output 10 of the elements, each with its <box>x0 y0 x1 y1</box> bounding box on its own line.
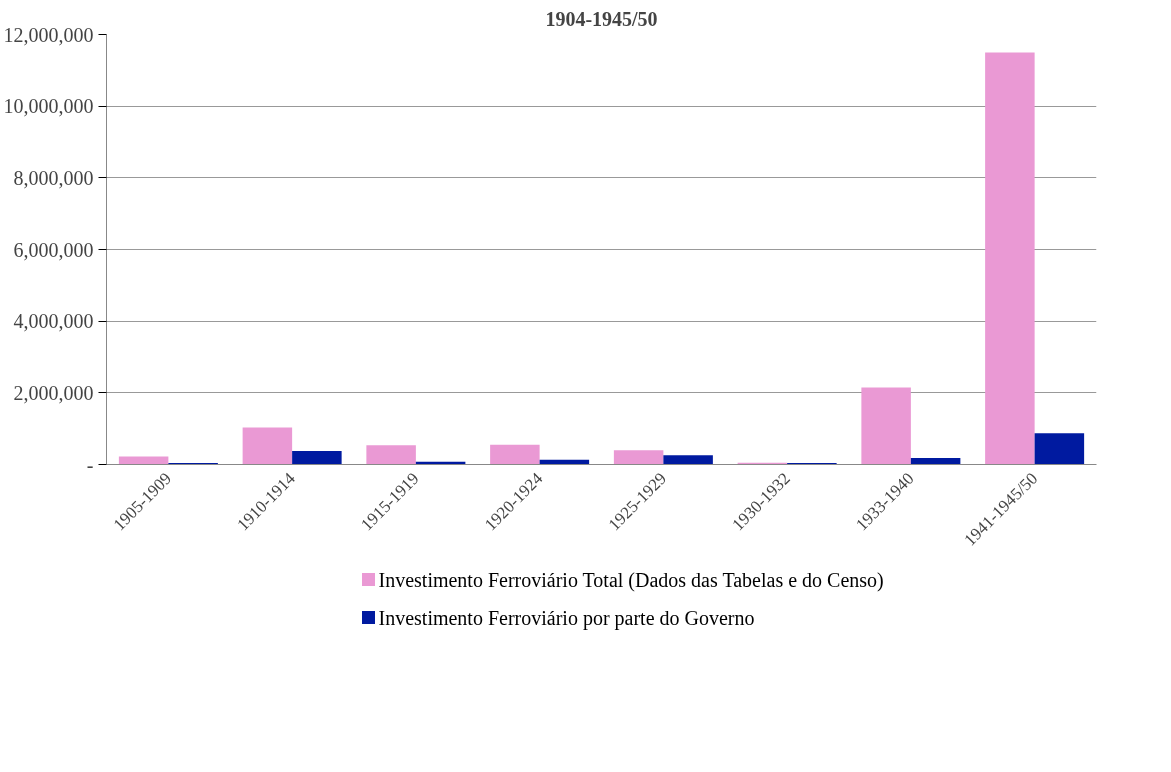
y-tick-label: 4,000,000 <box>13 310 94 333</box>
legend-label: Investimento Ferroviário Total (Dados das Tabelas e do Censo) <box>378 568 884 592</box>
legend-label: Investimento Ferroviário por parte do Governo <box>378 606 755 630</box>
y-tick-label: 6,000,000 <box>13 238 94 261</box>
y-tick-label: - <box>86 453 94 476</box>
y-tick-label: 8,000,000 <box>13 166 94 189</box>
y-tick-label: 2,000,000 <box>13 381 94 404</box>
y-tick-label: 10,000,000 <box>3 95 94 118</box>
chart-title: 1904-1945/50 <box>545 7 658 30</box>
y-tick-label: 12,000,000 <box>3 23 94 46</box>
